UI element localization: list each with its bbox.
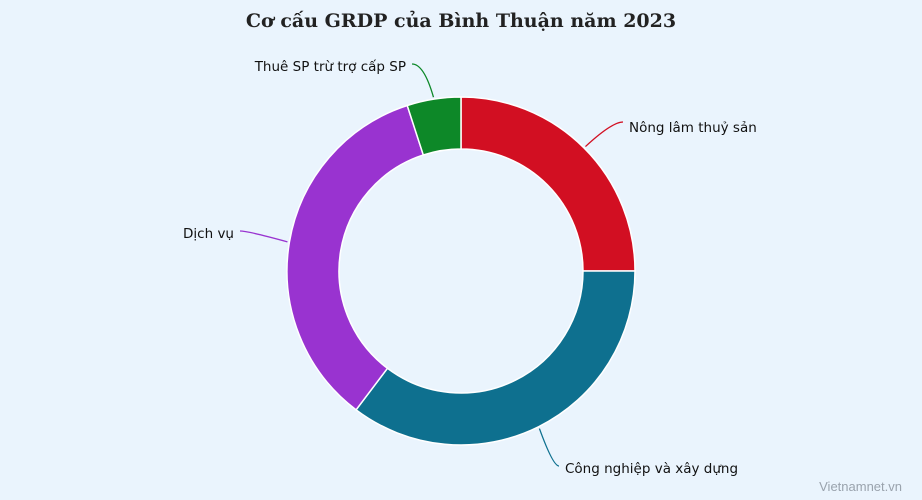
label-connector [239,230,288,243]
label-connector [538,428,560,467]
donut-slice [460,96,636,272]
source-credit: Vietnamnet.vn [819,479,902,494]
slice-label: Nông lâm thuỷ sản [629,120,757,136]
label-connector [585,121,624,148]
chart-title: Cơ cấu GRDP của Bình Thuận năm 2023 [245,10,677,32]
donut-slice [286,104,425,411]
donut-slice [355,270,636,446]
slice-label: Thuê SP trừ trợ cấp SP [254,59,406,75]
slice-label: Dịch vụ [183,226,234,242]
slice-label: Công nghiệp và xây dựng [565,461,738,477]
donut-slice [406,96,462,156]
label-connector [411,63,435,98]
